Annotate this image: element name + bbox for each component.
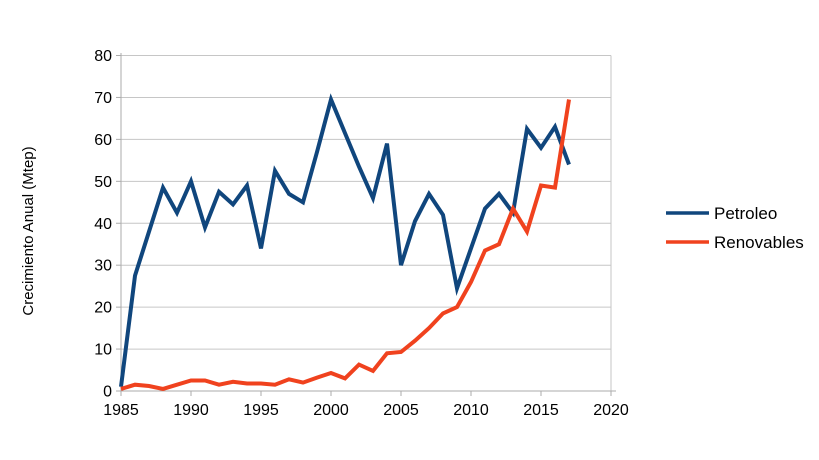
axis-tick-labels: 0 10 20 30 40 50 60 70 80 1985 1990 1995 2000 2005 201…	[94, 48, 629, 419]
axis-ticks	[116, 55, 612, 396]
series-line-petroleo	[119, 93, 571, 388]
y-tick-label: 80	[94, 48, 112, 65]
y-tick-label: 40	[94, 216, 112, 233]
x-tick-label: 2010	[453, 402, 489, 419]
x-tick-label: 1985	[103, 402, 139, 419]
axes	[117, 53, 616, 392]
y-tick-label: 30	[94, 258, 112, 275]
x-tick-label: 2005	[383, 402, 419, 419]
series-lines	[119, 93, 571, 391]
y-tick-label: 50	[94, 174, 112, 191]
y-tick-label: 10	[94, 342, 112, 359]
x-tick-label: 1995	[243, 402, 279, 419]
y-tick-label: 0	[103, 384, 112, 401]
x-tick-label: 2000	[313, 402, 349, 419]
series-line-renovables	[120, 99, 571, 391]
legend: Petroleo Renovables	[666, 204, 804, 252]
x-tick-label: 2015	[523, 402, 559, 419]
gridlines	[121, 55, 612, 391]
legend-label-renovables: Renovables	[714, 233, 804, 252]
y-tick-label: 60	[94, 132, 112, 149]
y-axis-title: Crecimiento Anual (Mtep)	[20, 146, 37, 315]
legend-label-petroleo: Petroleo	[714, 204, 777, 223]
x-tick-label: 1990	[173, 402, 209, 419]
x-tick-label: 2020	[593, 402, 629, 419]
y-tick-label: 70	[94, 90, 112, 107]
y-tick-label: 20	[94, 300, 112, 317]
